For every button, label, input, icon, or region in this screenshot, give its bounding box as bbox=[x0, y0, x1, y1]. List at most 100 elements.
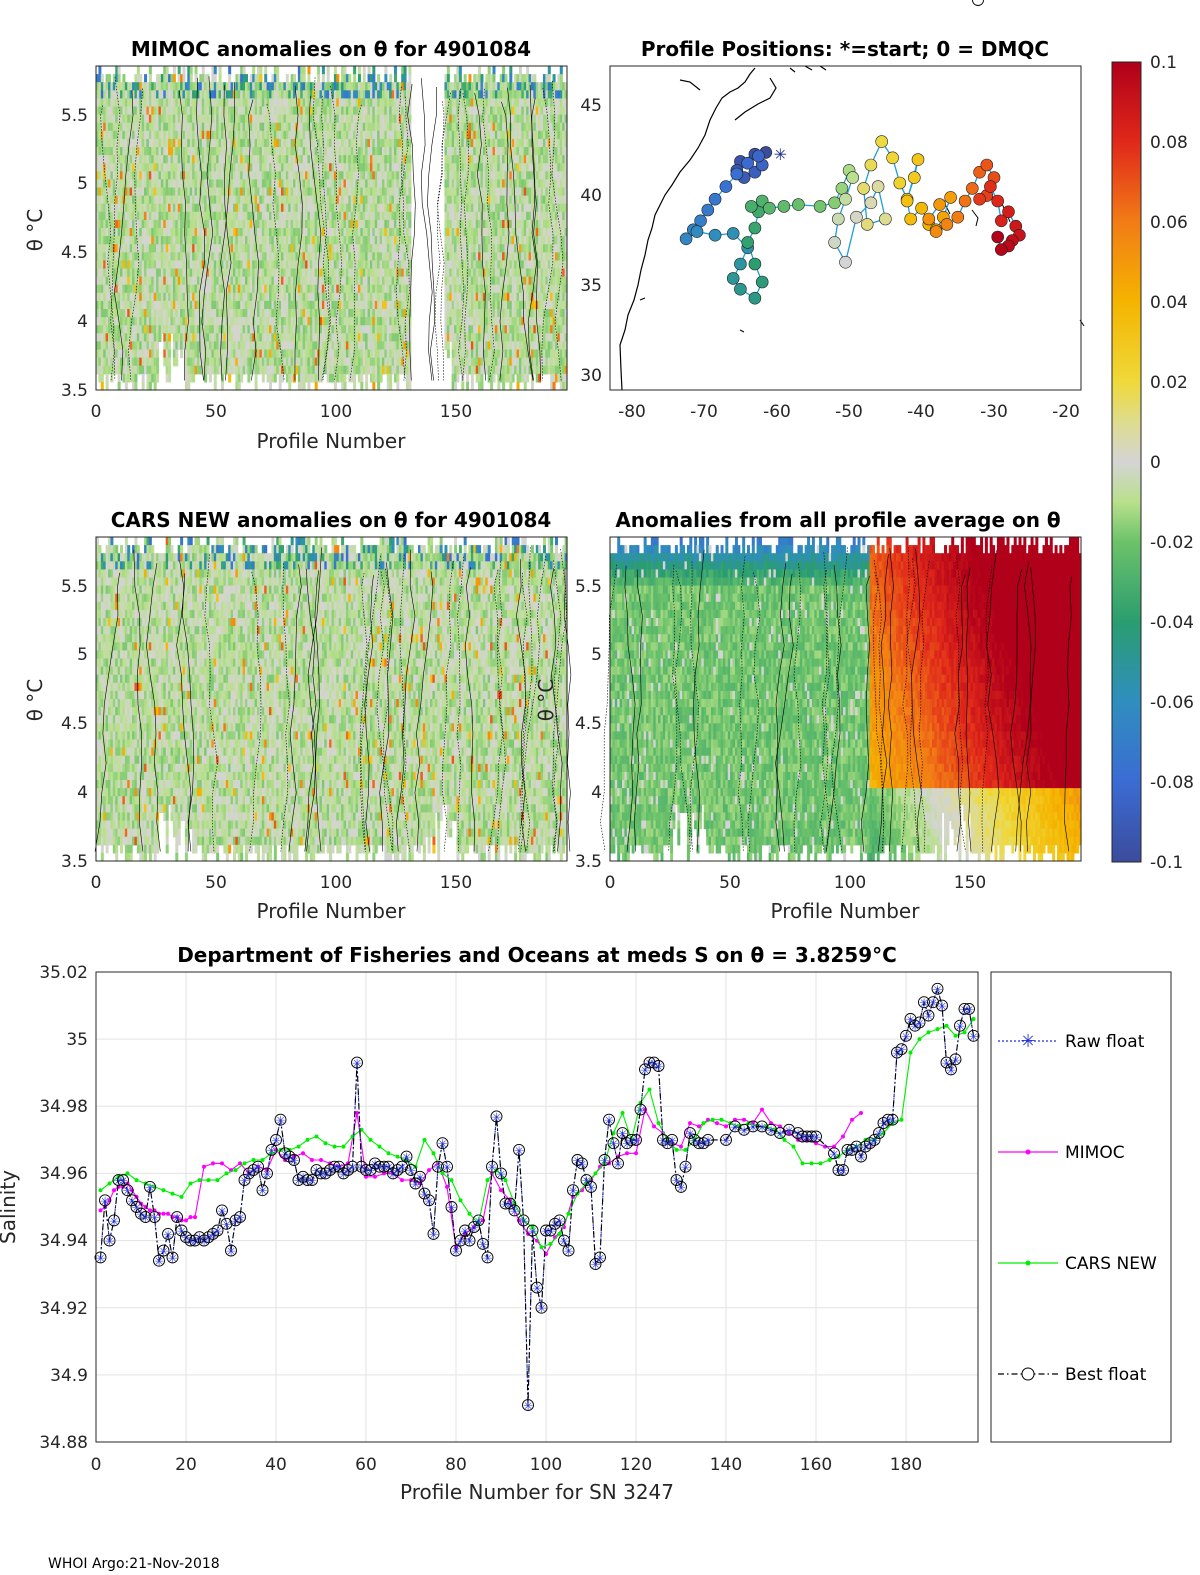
heatmap-cell bbox=[312, 260, 316, 270]
heatmap-cell bbox=[309, 357, 313, 367]
heatmap-cell bbox=[120, 244, 124, 253]
heatmap-cell bbox=[127, 357, 131, 367]
heatmap-cell bbox=[235, 82, 239, 91]
heatmap-cell bbox=[146, 325, 150, 334]
heatmap-cell bbox=[281, 195, 285, 205]
heatmap-cell bbox=[141, 268, 145, 278]
heatmap-cell bbox=[283, 122, 287, 132]
heatmap-cell bbox=[163, 114, 167, 124]
heatmap-cell bbox=[240, 66, 244, 75]
heatmap-cell bbox=[254, 163, 258, 172]
heatmap-cell bbox=[305, 203, 309, 213]
heatmap-cell bbox=[100, 260, 104, 270]
heatmap-cell bbox=[343, 333, 347, 342]
heatmap-cell bbox=[321, 341, 325, 351]
heatmap-cell bbox=[105, 381, 109, 391]
heatmap-cell bbox=[290, 147, 294, 156]
heatmap-cell bbox=[271, 211, 275, 221]
heatmap-cell bbox=[96, 228, 99, 237]
heatmap-cell bbox=[151, 333, 155, 342]
heatmap-cell bbox=[230, 236, 234, 245]
heatmap-cell bbox=[252, 284, 256, 294]
heatmap-cell bbox=[228, 187, 232, 197]
heatmap-cell bbox=[139, 349, 143, 359]
heatmap-cell bbox=[360, 106, 364, 116]
heatmap-cell bbox=[122, 317, 126, 326]
heatmap-cell bbox=[360, 163, 364, 172]
heatmap-cell bbox=[158, 163, 162, 172]
heatmap-cell bbox=[367, 211, 371, 221]
heatmap-cell bbox=[180, 179, 184, 189]
heatmap-cell bbox=[285, 219, 289, 229]
heatmap-cell bbox=[365, 300, 369, 310]
heatmap-cell bbox=[228, 203, 232, 213]
heatmap-cell bbox=[242, 187, 246, 197]
heatmap-cell bbox=[165, 317, 169, 326]
heatmap-cell bbox=[290, 187, 294, 197]
heatmap-cell bbox=[175, 325, 179, 334]
heatmap-cell bbox=[196, 163, 200, 172]
heatmap-cell bbox=[357, 325, 361, 334]
heatmap-cell bbox=[302, 66, 306, 75]
heatmap-cell bbox=[115, 114, 119, 124]
heatmap-cell bbox=[165, 122, 169, 132]
heatmap-cell bbox=[257, 90, 261, 99]
heatmap-cell bbox=[103, 325, 107, 334]
heatmap-cell bbox=[321, 147, 325, 156]
heatmap-cell bbox=[278, 349, 282, 359]
heatmap-cell bbox=[360, 155, 364, 164]
heatmap-cell bbox=[98, 147, 102, 156]
heatmap-cell bbox=[98, 155, 102, 164]
heatmap-cell bbox=[281, 130, 285, 140]
heatmap-cell bbox=[249, 252, 253, 261]
heatmap-cell bbox=[329, 171, 333, 180]
heatmap-cell bbox=[249, 138, 253, 148]
heatmap-cell bbox=[264, 187, 268, 197]
heatmap-cell bbox=[189, 333, 193, 342]
heatmap-cell bbox=[218, 244, 222, 253]
heatmap-cell bbox=[151, 309, 155, 318]
heatmap-cell bbox=[148, 349, 152, 359]
heatmap-cell bbox=[96, 179, 99, 189]
heatmap-cell bbox=[153, 309, 157, 318]
heatmap-cell bbox=[98, 90, 102, 99]
heatmap-cell bbox=[384, 74, 388, 83]
heatmap-cell bbox=[302, 381, 306, 391]
heatmap-cell bbox=[100, 341, 104, 351]
heatmap-cell bbox=[408, 66, 412, 75]
heatmap-cell bbox=[252, 268, 256, 278]
heatmap-cell bbox=[230, 292, 234, 302]
heatmap-cell bbox=[192, 276, 196, 286]
heatmap-cell bbox=[228, 373, 232, 383]
heatmap-cell bbox=[249, 333, 253, 342]
heatmap-cell bbox=[271, 300, 275, 310]
heatmap-cell bbox=[139, 365, 143, 375]
heatmap-cell bbox=[141, 219, 145, 229]
heatmap-cell bbox=[336, 179, 340, 189]
heatmap-cell bbox=[156, 179, 160, 189]
heatmap-cell bbox=[254, 138, 258, 148]
heatmap-cell bbox=[146, 252, 150, 261]
heatmap-cell bbox=[271, 74, 275, 83]
heatmap-cell bbox=[204, 122, 208, 132]
heatmap-cell bbox=[264, 195, 268, 205]
heatmap-cell bbox=[103, 244, 107, 253]
heatmap-cell bbox=[189, 341, 193, 351]
heatmap-cell bbox=[103, 187, 107, 197]
heatmap-cell bbox=[194, 98, 198, 108]
heatmap-cell bbox=[232, 292, 236, 302]
heatmap-cell bbox=[307, 130, 311, 140]
heatmap-cell bbox=[321, 284, 325, 294]
heatmap-cell bbox=[213, 179, 217, 189]
heatmap-cell bbox=[348, 341, 352, 351]
heatmap-cell bbox=[223, 211, 227, 221]
heatmap-cell bbox=[232, 252, 236, 261]
heatmap-cell bbox=[228, 349, 232, 359]
heatmap-cell bbox=[105, 195, 109, 205]
heatmap-cell bbox=[105, 349, 109, 359]
heatmap-cell bbox=[146, 82, 150, 91]
heatmap-cell bbox=[273, 292, 277, 302]
heatmap-cell bbox=[165, 114, 169, 124]
heatmap-cell bbox=[278, 138, 282, 148]
heatmap-cell bbox=[105, 236, 109, 245]
